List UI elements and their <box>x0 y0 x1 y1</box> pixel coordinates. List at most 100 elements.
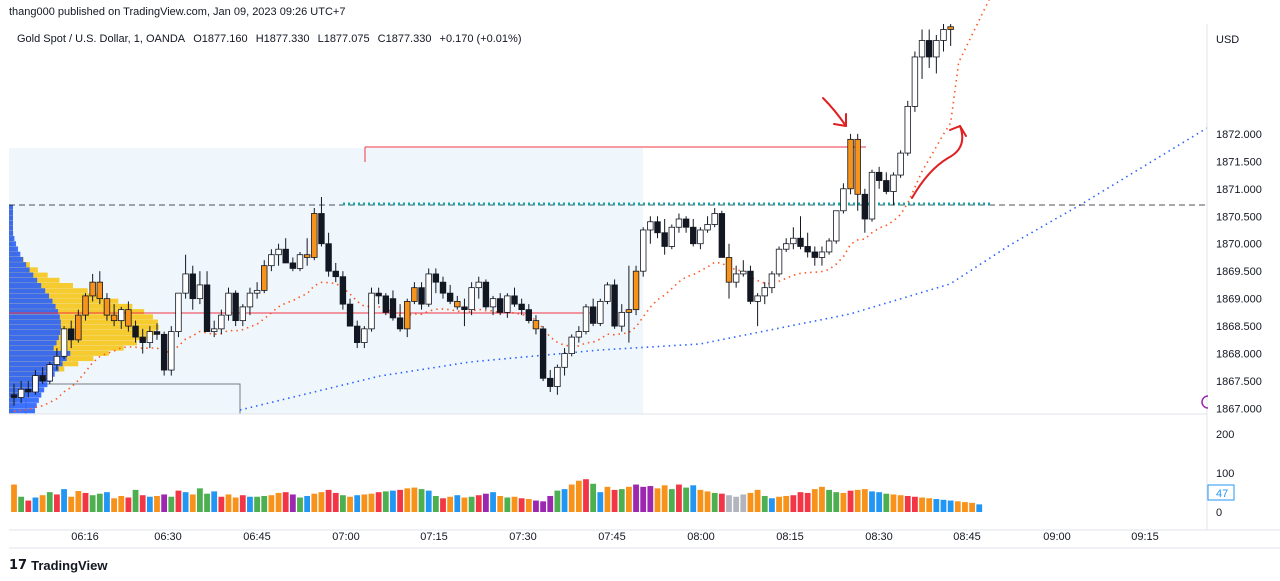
volume-profile-bar <box>9 408 35 414</box>
candle-body <box>904 105 911 154</box>
volume-profile-bar <box>9 397 39 403</box>
volume-bar <box>654 488 661 512</box>
volume-bar <box>447 496 454 512</box>
volume-profile-bar <box>9 303 133 309</box>
volume-bar <box>533 500 539 512</box>
volume-bar <box>232 497 239 512</box>
price-tick-label: 1870.500 <box>1216 211 1262 223</box>
candle-body <box>389 298 397 319</box>
volume-bar <box>769 498 775 512</box>
symbol-legend: Gold Spot / U.S. Dollar, 1, OANDA O1877.… <box>17 33 526 45</box>
candle-body <box>890 174 897 192</box>
volume-profile-bar <box>9 262 27 268</box>
volume-bar <box>826 489 832 512</box>
candle-body <box>597 300 604 324</box>
volume-bar <box>175 490 182 512</box>
volume-profile-bar <box>9 204 13 210</box>
candle-body <box>539 328 547 379</box>
volume-tick-label: 0 <box>1216 507 1222 519</box>
volume-profile-bar <box>9 246 19 252</box>
candle-body <box>897 152 904 176</box>
price-tick-label: 1869.500 <box>1216 266 1262 278</box>
volume-bar <box>883 493 890 512</box>
time-tick-label: 08:45 <box>953 531 981 543</box>
volume-profile-bar <box>9 345 54 351</box>
volume-profile-bar <box>9 340 137 346</box>
alert-marker <box>1201 395 1209 409</box>
volume-profile-bar <box>9 215 13 221</box>
candle-body <box>146 331 154 343</box>
candle-body <box>833 210 840 242</box>
volume-bar <box>82 492 89 512</box>
volume-bar <box>518 498 525 512</box>
volume-bar <box>690 485 697 512</box>
candle-body <box>103 298 111 316</box>
volume-bar <box>382 491 389 512</box>
price-tick-label: 1868.000 <box>1216 349 1262 361</box>
candle-body <box>883 180 890 192</box>
volume-profile-bar <box>9 288 88 294</box>
volume-profile-bar <box>9 366 59 372</box>
legend-change: +0.170 (+0.01%) <box>439 33 522 45</box>
volume-profile-bar <box>9 225 13 231</box>
volume-bar <box>311 493 318 512</box>
volume-bar <box>754 489 761 512</box>
volume-bar <box>697 489 704 512</box>
candle-body <box>604 284 611 302</box>
candle-body <box>697 229 704 245</box>
volume-bar <box>347 496 353 512</box>
candle-body <box>797 237 804 247</box>
candle-body <box>296 254 304 269</box>
candle-body <box>46 364 53 382</box>
volume-bar <box>683 487 689 512</box>
volume-bar <box>540 501 546 512</box>
candle-body <box>96 281 103 300</box>
volume-profile-bar <box>9 293 104 299</box>
volume-profile-bar <box>9 314 60 320</box>
candle-body <box>840 188 847 212</box>
candle-body <box>439 281 447 294</box>
price-tick-label: 1872.000 <box>1216 129 1262 141</box>
candle-body <box>432 273 440 283</box>
volume-profile-bar <box>9 220 13 226</box>
candle-body <box>804 246 811 253</box>
volume-bar <box>783 495 790 512</box>
candle-body <box>647 221 654 231</box>
volume-bar <box>804 492 811 512</box>
volume-bar <box>340 495 346 512</box>
candle-body <box>368 292 375 330</box>
annotation-arrow-up <box>911 125 964 199</box>
candle-body <box>618 311 625 327</box>
volume-profile-bar <box>9 309 145 315</box>
volume-bar <box>275 492 282 512</box>
volume-current-label: 47 <box>1216 488 1228 500</box>
candle-body <box>39 375 46 382</box>
candle-body <box>311 213 318 258</box>
volume-bar <box>189 494 196 512</box>
candle-body <box>425 273 432 305</box>
volume-bar <box>718 493 725 512</box>
volume-bar <box>490 492 496 512</box>
volume-bar <box>704 491 711 512</box>
volume-bar <box>118 495 125 512</box>
candle-body <box>625 309 633 313</box>
volume-bar <box>418 489 425 512</box>
volume-bar <box>661 485 668 512</box>
volume-bar <box>161 494 168 512</box>
candle-body <box>561 353 568 368</box>
candle-body <box>654 221 661 234</box>
volume-profile-bar <box>9 361 63 367</box>
candle-body <box>690 226 697 245</box>
candle-body <box>232 292 239 322</box>
candle-body <box>740 270 747 275</box>
volume-profile-bar <box>9 256 24 262</box>
candle-body <box>704 224 711 231</box>
candle-body <box>482 281 490 308</box>
candle-body <box>790 237 797 245</box>
candle-body <box>918 40 926 58</box>
candle-body <box>411 287 418 302</box>
volume-bar <box>554 490 561 512</box>
volume-bar <box>247 496 253 512</box>
time-tick-label: 07:30 <box>509 531 537 543</box>
volume-bar <box>461 497 468 512</box>
